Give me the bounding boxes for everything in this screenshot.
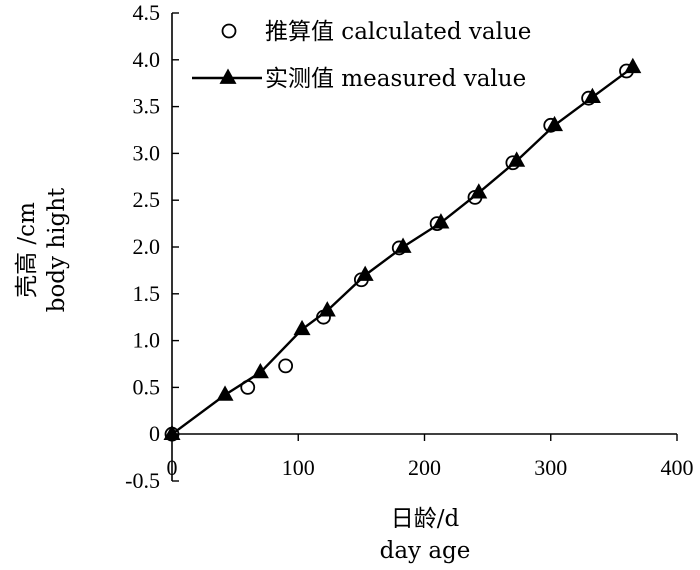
data-point [163, 424, 181, 441]
series-1 [163, 57, 642, 441]
y-tick-label: 0 [149, 421, 160, 446]
y-tick-label: 1.0 [133, 328, 161, 353]
data-point [508, 151, 526, 167]
data-point [394, 237, 412, 253]
legend-marker-calculated [221, 23, 237, 39]
legend-label-calculated: 推算值 calculated value [265, 19, 531, 45]
legend: 推算值 calculated value 实测值 measured value [192, 19, 531, 92]
data-point [546, 115, 564, 132]
y-tick-label: 3.5 [133, 94, 161, 119]
y-tick-label: 0.5 [133, 374, 161, 399]
y-tick-label: -0.5 [125, 468, 160, 493]
x-axis-label: 日龄/d [391, 506, 460, 532]
data-point [583, 87, 601, 104]
x-axis-label-en: day age [380, 538, 471, 564]
y-axis-label-en: body hight [44, 187, 70, 312]
y-tick-label: 4.0 [133, 47, 161, 72]
legend-label-measured: 实测值 measured value [265, 66, 526, 92]
data-point [293, 319, 311, 336]
y-tick-label: 1.5 [133, 281, 161, 306]
data-point [356, 265, 374, 281]
y-tick-label: 3.0 [133, 140, 161, 165]
x-tick-label: 200 [408, 455, 441, 480]
y-tick-label: 2.5 [133, 187, 161, 212]
data-point [216, 385, 234, 401]
y-tick-label: 2.0 [133, 234, 161, 259]
data-point [278, 358, 294, 374]
data-point [624, 57, 642, 74]
data-point [318, 301, 336, 317]
y-tick-label: 4.5 [133, 0, 161, 25]
x-tick-label: 0 [167, 455, 178, 480]
data-point [470, 183, 488, 199]
x-tick-label: 300 [534, 455, 567, 480]
chart-marks [163, 57, 642, 442]
data-point [432, 213, 450, 229]
x-tick-label: 400 [661, 455, 694, 480]
legend-marker-measured [219, 68, 237, 84]
x-tick-label: 100 [282, 455, 315, 480]
data-point [251, 362, 269, 379]
axis-ticks: -0.5 0 0.5 1.0 1.5 2.0 2.5 3.0 3.5 4.0 4.5 0 100 200 3… [125, 0, 693, 493]
y-axis-label: 壳高 /cm [14, 202, 40, 298]
